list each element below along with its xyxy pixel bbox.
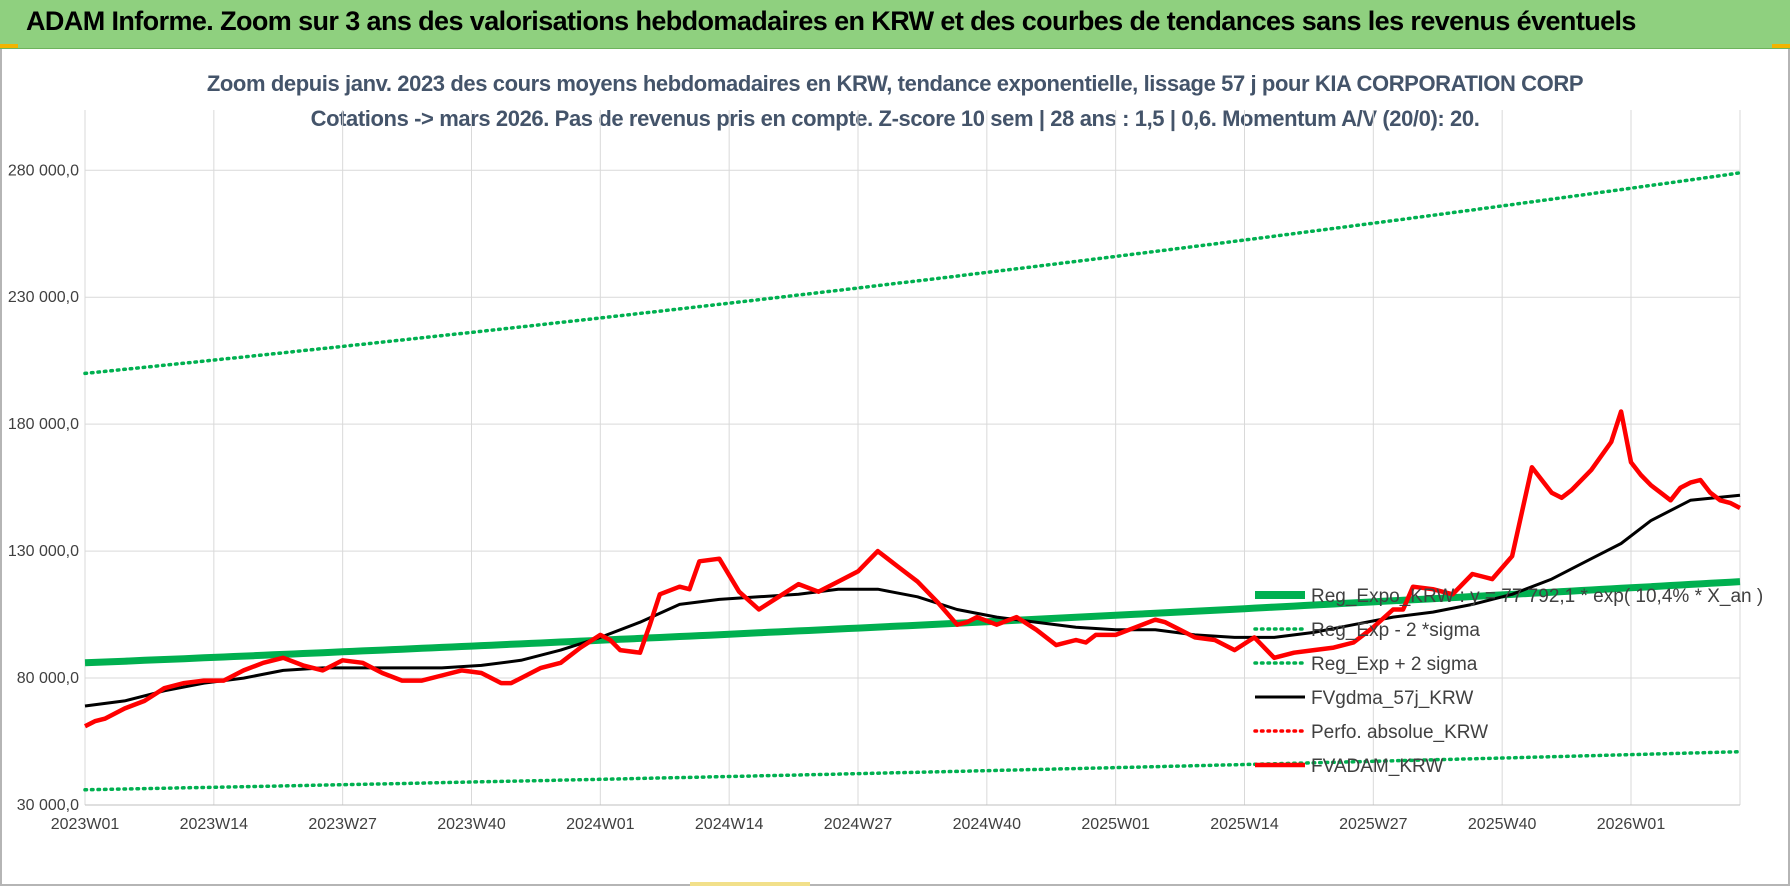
series-line-3 — [84, 493, 1741, 708]
series-line-2 — [83, 171, 1742, 376]
x-tick-label: 2024W40 — [953, 816, 1022, 833]
banner-corner-left — [0, 44, 18, 48]
x-tick-label: 2025W01 — [1081, 816, 1150, 833]
y-tick-label: 280 000,0 — [8, 162, 79, 179]
banner-corner-right — [1772, 44, 1790, 48]
y-tick-label: 180 000,0 — [8, 416, 79, 433]
x-tick-label: 2025W40 — [1468, 816, 1537, 833]
x-tick-label: 2023W14 — [180, 816, 249, 833]
legend-label: Reg_Exp + 2 sigma — [1311, 654, 1478, 675]
x-tick-label: 2024W27 — [824, 816, 893, 833]
y-tick-label: 80 000,0 — [17, 670, 79, 687]
y-tick-label: 230 000,0 — [8, 289, 79, 306]
x-tick-label: 2026W01 — [1597, 816, 1666, 833]
report-banner: ADAM Informe. Zoom sur 3 ans des valoris… — [0, 0, 1790, 49]
report-title: ADAM Informe. Zoom sur 3 ans des valoris… — [26, 6, 1636, 36]
x-tick-label: 2023W40 — [437, 816, 506, 833]
bottom-scroll-marker — [690, 882, 810, 886]
series-line-0 — [84, 578, 1741, 667]
series-line-1 — [83, 749, 1742, 792]
y-tick-label: 30 000,0 — [17, 797, 79, 814]
x-tick-label: 2023W27 — [308, 816, 377, 833]
x-tick-label: 2023W01 — [51, 816, 120, 833]
series-line-5 — [83, 409, 1742, 729]
legend-label: Perfo. absolue_KRW — [1311, 722, 1488, 743]
chart-title-line2: Cotations -> mars 2026. Pas de revenus p… — [310, 106, 1480, 131]
x-tick-label: 2024W14 — [695, 816, 764, 833]
legend-label: FVgdma_57j_KRW — [1311, 688, 1473, 709]
x-tick-label: 2024W01 — [566, 816, 635, 833]
chart-title-line1: Zoom depuis janv. 2023 des cours moyens … — [206, 71, 1584, 96]
y-tick-label: 130 000,0 — [8, 543, 79, 560]
legend-label: Reg_Exp - 2 *sigma — [1311, 620, 1480, 641]
legend-label: Reg_Expo_KRW : y = 77 792,1 * exp( 10,4%… — [1311, 586, 1763, 607]
x-tick-label: 2025W27 — [1339, 816, 1408, 833]
x-tick-label: 2025W14 — [1210, 816, 1279, 833]
legend-label: FVADAM_KRW — [1311, 756, 1443, 777]
